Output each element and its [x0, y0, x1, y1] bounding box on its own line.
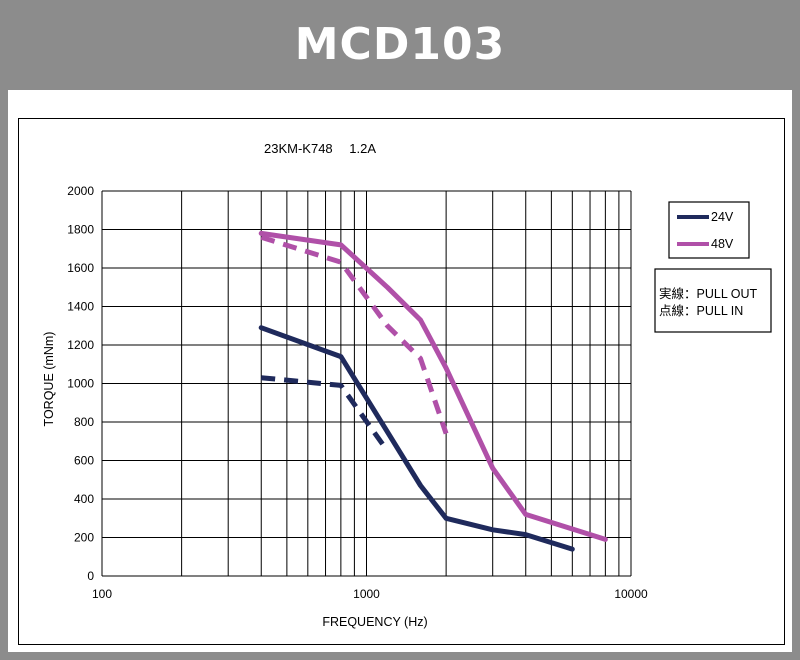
series-line-48v-pull-out [258, 230, 608, 542]
y-tick-label: 1800 [67, 223, 94, 237]
x-tick-label: 1000 [353, 587, 380, 601]
legend-label-48v: 48V [711, 237, 734, 251]
series-line-24v-pull-in [260, 375, 390, 453]
y-axis-ticks: 0 200 400 600 800 1000 1200 1400 1600 1800 2000 [67, 184, 94, 583]
note-line-pull-in: 点線：PULL IN [659, 303, 743, 318]
y-tick-label: 1400 [67, 300, 94, 314]
series-lines [258, 230, 608, 552]
y-tick-label: 600 [74, 454, 94, 468]
x-axis-ticks: 100 1000 10000 [92, 587, 648, 601]
legend-label-24v: 24V [711, 210, 734, 224]
y-tick-label: 2000 [67, 184, 94, 198]
series-line-48v-pull-in [260, 234, 449, 435]
series-line-24v-pull-out [258, 325, 575, 552]
grid [101, 190, 632, 577]
x-axis-label: FREQUENCY (Hz) [322, 615, 427, 629]
x-tick-label: 100 [92, 587, 112, 601]
y-tick-label: 400 [74, 492, 94, 506]
header-bar: MCD103 [0, 0, 800, 88]
chart-frame: 23KM-K748 1.2A 0 200 400 600 800 1000 1200 1400… [18, 118, 785, 645]
x-tick-label: 10000 [614, 587, 648, 601]
y-tick-label: 0 [87, 569, 94, 583]
note-line-pull-out: 実線：PULL OUT [659, 286, 758, 301]
y-tick-label: 200 [74, 531, 94, 545]
legend: 24V 48V [668, 201, 750, 259]
y-tick-label: 1000 [67, 377, 94, 391]
y-tick-label: 1600 [67, 261, 94, 275]
page-title: MCD103 [294, 18, 506, 70]
chart-subtitle: 23KM-K748 1.2A [264, 141, 376, 156]
y-axis-label: TORQUE (mNm) [42, 332, 56, 427]
line-style-note: 実線：PULL OUT 点線：PULL IN [654, 268, 772, 333]
torque-chart: 23KM-K748 1.2A 0 200 400 600 800 1000 1200 1400… [42, 141, 772, 629]
legend-box [668, 201, 750, 259]
note-box [654, 268, 772, 333]
y-tick-label: 800 [74, 415, 94, 429]
content-panel: 23KM-K748 1.2A 0 200 400 600 800 1000 1200 1400… [8, 90, 792, 652]
y-tick-label: 1200 [67, 338, 94, 352]
